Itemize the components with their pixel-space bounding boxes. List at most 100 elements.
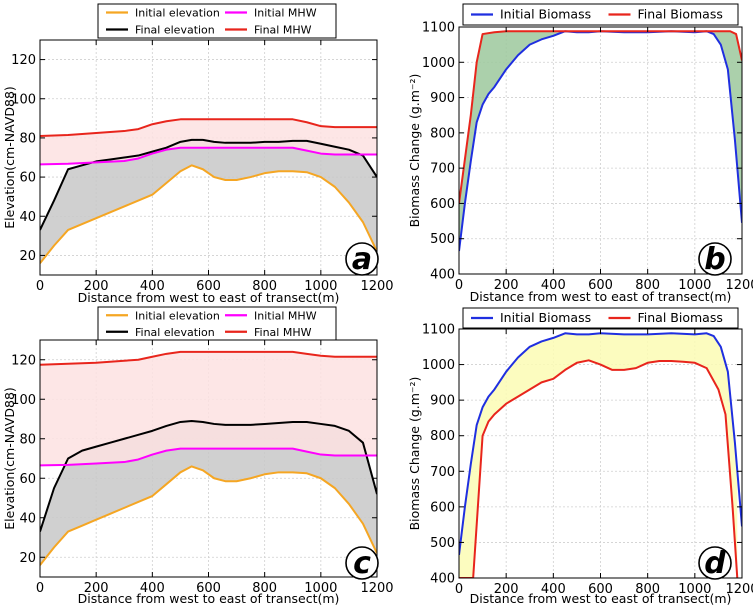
x-tick-label: 1000 [678, 278, 711, 293]
x-tick-label: 0 [36, 581, 44, 596]
fill-between-area [459, 333, 738, 578]
x-axis-label: Distance from west to east of transect(m… [78, 591, 340, 606]
legend-entry-label: Initial elevation [135, 7, 220, 20]
x-tick-label: 600 [588, 582, 613, 597]
series-line-final-biomass [459, 359, 739, 578]
legend-entry-label: Initial Biomass [500, 7, 591, 22]
legend-entry-label: Final elevation [135, 326, 215, 339]
series-line-final-elevation [40, 419, 377, 532]
y-tick-label: 60 [19, 472, 36, 487]
series-line-initial-mhw [40, 146, 377, 166]
series-line-final-biomass [459, 30, 742, 204]
y-tick-label: 600 [430, 500, 455, 515]
x-axis-label: Distance from west to east of transect(m… [470, 289, 732, 304]
chart-panel-c: 0 200 400 600 800 1000 1200 20 40 60 80 100 120 Dista… [2, 306, 394, 606]
legend-entry-label: Initial elevation [135, 309, 220, 322]
x-tick-label: 200 [84, 279, 109, 294]
x-tick-label: 400 [140, 279, 165, 294]
panel-badge-circle [698, 242, 732, 276]
y-axis-label: Elevation(cm-NAVD88) [2, 387, 17, 530]
x-tick-label: 1000 [304, 279, 337, 294]
y-tick-label: 1100 [422, 323, 455, 338]
y-tick-label: 800 [430, 126, 455, 141]
y-tick-label: 100 [11, 92, 36, 107]
x-tick-label: 0 [36, 279, 44, 294]
panel-badge-circle [345, 546, 379, 580]
legend-entry-label: Initial MHW [254, 309, 317, 322]
y-tick-label: 600 [430, 197, 455, 212]
x-tick-label: 200 [494, 278, 519, 293]
series-line-initial-elevation [40, 465, 377, 566]
y-tick-label: 80 [19, 131, 36, 146]
legend-entry-label: Final Biomass [638, 310, 723, 325]
x-tick-label: 1200 [360, 581, 393, 596]
panel-badge-label: d [704, 546, 726, 581]
y-tick-label: 1100 [422, 21, 455, 36]
series-line-initial-elevation [40, 164, 377, 264]
y-axis-label: Elevation(cm-NAVD88) [2, 86, 17, 229]
y-tick-label: 1000 [422, 358, 455, 373]
chart-panel-d: 0 200 400 600 800 1000 1200 400 500 600 700 800 900 1… [407, 307, 753, 606]
y-tick-label: 500 [430, 536, 455, 551]
legend-entry-label: Initial Biomass [500, 310, 591, 325]
x-tick-label: 400 [541, 278, 566, 293]
panel-badge-circle [698, 546, 732, 580]
legend-box [97, 3, 337, 39]
series-line-initial-biomass [459, 332, 742, 556]
x-tick-label: 1200 [725, 278, 753, 293]
y-tick-label: 700 [430, 162, 455, 177]
x-tick-label: 1000 [304, 581, 337, 596]
y-tick-label: 400 [430, 268, 455, 283]
y-tick-label: 40 [19, 210, 36, 225]
y-tick-label: 100 [11, 393, 36, 408]
y-axis-label: Biomass Change (g.m⁻²) [407, 74, 422, 228]
y-tick-label: 120 [11, 53, 36, 68]
panel-badge-circle [345, 242, 379, 276]
x-tick-label: 200 [494, 582, 519, 597]
x-tick-label: 400 [541, 582, 566, 597]
legend-entry-label: Final elevation [135, 24, 215, 37]
x-tick-label: 200 [84, 581, 109, 596]
panel-badge-label: b [704, 242, 725, 277]
panel-badge-label: c [353, 546, 371, 581]
x-tick-label: 1200 [725, 582, 753, 597]
legend-entry-label: Initial MHW [254, 7, 317, 20]
y-tick-label: 900 [430, 91, 455, 106]
y-axis-label: Biomass Change (g.m⁻²) [407, 377, 422, 531]
x-axis-label: Distance from west to east of transect(m… [470, 591, 732, 606]
legend-box [462, 3, 739, 26]
legend-entry-label: Final MHW [254, 24, 312, 37]
x-tick-label: 400 [140, 581, 165, 596]
legend-box [97, 306, 337, 341]
y-tick-label: 120 [11, 353, 36, 368]
fill-between-area [40, 351, 377, 466]
y-tick-label: 20 [19, 249, 36, 264]
fill-between-area [459, 31, 742, 252]
y-tick-label: 800 [430, 429, 455, 444]
y-tick-label: 40 [19, 511, 36, 526]
x-tick-label: 800 [252, 279, 277, 294]
legend-entry-label: Final MHW [254, 326, 312, 339]
x-tick-label: 0 [455, 278, 463, 293]
x-tick-label: 600 [196, 279, 221, 294]
y-tick-label: 60 [19, 171, 36, 186]
x-axis-label: Distance from west to east of transect(m… [78, 290, 340, 305]
chart-panel-a: 0 200 400 600 800 1000 1200 20 40 60 80 100 120 Dista… [2, 3, 394, 305]
x-tick-label: 800 [252, 581, 277, 596]
series-line-initial-mhw [40, 447, 377, 467]
series-line-final-mhw [40, 118, 377, 137]
x-tick-label: 600 [588, 278, 613, 293]
y-tick-label: 400 [430, 572, 455, 587]
series-line-final-mhw [40, 350, 377, 366]
y-tick-label: 900 [430, 394, 455, 409]
series-line-final-elevation [40, 138, 377, 231]
panel-badge-label: a [352, 242, 372, 277]
x-tick-label: 600 [196, 581, 221, 596]
x-tick-label: 0 [455, 582, 463, 597]
y-tick-label: 80 [19, 432, 36, 447]
chart-panel-b: 0 200 400 600 800 1000 1200 400 500 600 700 800 900 1… [407, 3, 753, 304]
x-tick-label: 1200 [360, 279, 393, 294]
y-tick-label: 700 [430, 465, 455, 480]
x-tick-label: 1000 [678, 582, 711, 597]
